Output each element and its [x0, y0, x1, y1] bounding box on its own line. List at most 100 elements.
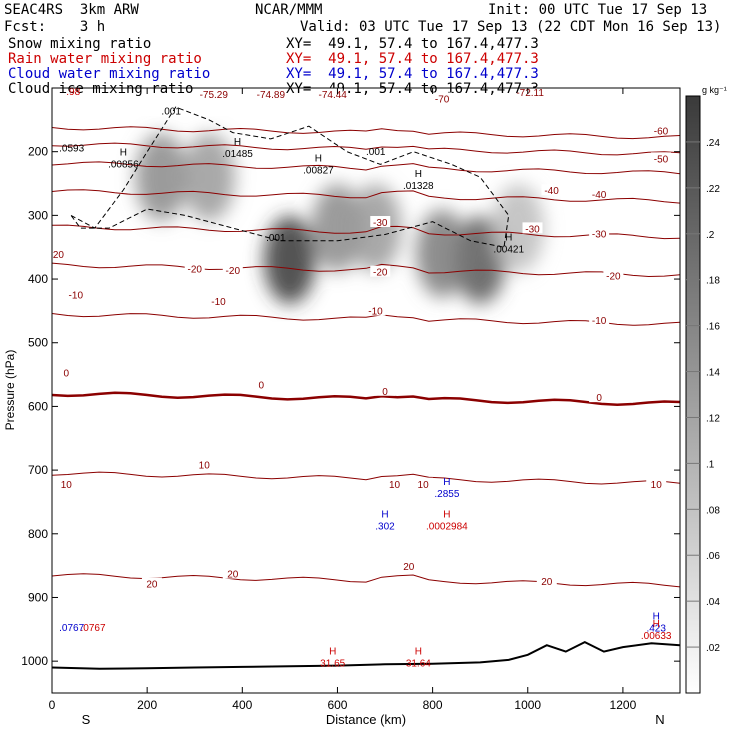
contour-label-bg: [520, 88, 541, 98]
y-tick-label: 300: [28, 208, 48, 222]
init-time: Init: 00 UTC Tue 17 Sep 13: [488, 2, 708, 18]
field-value-label: .0767: [59, 623, 84, 634]
contour-label: -60: [654, 126, 669, 137]
contour-label: 10: [651, 480, 663, 491]
extremum-value: .0002984: [426, 522, 468, 533]
contour-label: -10: [368, 307, 383, 318]
extremum-marker: H: [653, 612, 660, 623]
contour-label-bg: [589, 314, 610, 326]
contour-label: -20: [188, 265, 203, 276]
extremum-marker: H: [443, 510, 450, 521]
valid-time: Valid: 03 UTC Tue 17 Sep 13 (22 CDT Mon …: [300, 19, 722, 35]
contour-label-bg: [141, 577, 162, 589]
field-label-snow: Snow mixing ratio: [8, 36, 152, 52]
colorbar-tick-label: .06: [706, 551, 720, 562]
plot-frame: [51, 87, 681, 694]
extremum-marker: H: [653, 619, 660, 630]
x-tick-label: 200: [137, 698, 157, 712]
contour-label: 10: [389, 480, 401, 491]
x-axis-title: Distance (km): [326, 712, 406, 727]
org-label: NCAR/MMM: [255, 2, 323, 18]
contour-label-bg: [536, 575, 557, 587]
colorbar-unit: g kg⁻¹: [702, 85, 727, 95]
field-label-cloudwater: Cloud water mixing ratio: [8, 66, 211, 82]
snow-shading: [135, 133, 545, 304]
field-value-label: .001: [266, 233, 286, 244]
contour-label-bg: [384, 477, 405, 489]
contour-label-bg: [365, 304, 386, 316]
surface-pressure-line: [52, 640, 680, 670]
contour-label-bg: [589, 391, 610, 403]
contour-label-bg: [398, 559, 419, 571]
field-value-label: .001: [366, 147, 386, 158]
contour-label: 20: [146, 580, 158, 591]
extremum-value: .01485: [222, 149, 253, 160]
y-tick-label: 1000: [21, 654, 48, 668]
contour-label: -50: [654, 154, 669, 165]
temperature-contour: [52, 224, 680, 240]
contour-label: 10: [418, 480, 430, 491]
field-xy-rain: XY= 49.1, 57.4 to 167.4,477.3: [286, 51, 539, 67]
contour-label-bg: [541, 184, 562, 196]
field-xy-cloudice: XY= 49.1, 57.4 to 167.4,477.3: [286, 81, 539, 97]
contour-label-bg: [370, 265, 391, 277]
contour-label: -20: [606, 272, 621, 283]
extremum-value: .302: [375, 522, 395, 533]
x-end-label-north: N: [655, 712, 664, 727]
contour-label-bg: [322, 88, 343, 100]
contour-label-bg: [370, 216, 391, 228]
field-value-label: .0767: [81, 623, 106, 634]
extremum-marker: H: [505, 233, 512, 244]
colorbar-tick-label: .02: [706, 643, 720, 654]
contour-label: -10: [69, 291, 84, 302]
colorbar-tick-label: .14: [706, 368, 720, 379]
snow-maximum: [183, 133, 235, 222]
extremum-marker: H: [381, 510, 388, 521]
contour-label: -10: [211, 297, 226, 308]
x-tick-label: 1200: [610, 698, 637, 712]
contour-label: -20: [226, 266, 241, 277]
contour-label: 0: [596, 393, 602, 404]
contour-label: 0: [259, 380, 265, 391]
temperature-contour: [52, 391, 680, 406]
extremum-marker: H: [329, 647, 336, 658]
contour-label: 10: [61, 480, 73, 491]
x-tick-label: 1000: [514, 698, 541, 712]
contour-label: 20: [227, 570, 239, 581]
contour-label: -74.44: [319, 90, 348, 101]
contour-label: -20: [373, 268, 388, 279]
contour-label: 20: [541, 577, 553, 588]
temperature-contour: [52, 313, 680, 326]
contour-label-bg: [208, 294, 229, 306]
contour-label-bg: [646, 477, 667, 489]
contour-label: 0: [63, 368, 69, 379]
contour-label-bg: [432, 92, 453, 104]
colorbar-tick-label: .24: [706, 138, 720, 149]
contour-label: 10: [199, 461, 211, 472]
contour-label: -70: [435, 94, 450, 105]
contour-label-bg: [194, 458, 215, 470]
extremum-marker: H: [415, 169, 422, 180]
temperature-contour: [52, 262, 680, 278]
extremum-value: .00633: [641, 631, 672, 642]
contour-label-bg: [56, 366, 77, 378]
colorbar-tick-label: .2: [706, 230, 715, 241]
colorbar: [685, 95, 701, 694]
temperature-contour: [52, 471, 680, 485]
extremum-marker: H: [120, 147, 127, 158]
colorbar-tick-label: .18: [706, 276, 720, 287]
contour-label: -72.11: [516, 88, 544, 99]
contour-label: -30: [592, 229, 607, 240]
contour-label-bg: [522, 222, 543, 234]
x-tick-label: 600: [327, 698, 347, 712]
contour-label: -30: [373, 218, 388, 229]
contour-label-bg: [589, 187, 610, 199]
contour-label: -30: [525, 224, 540, 235]
extremum-value: .01328: [403, 181, 434, 192]
snow-maximum: [416, 209, 469, 298]
field-value-label: .0593: [59, 144, 84, 155]
extremum-value: 31.64: [406, 659, 431, 670]
field-value-label: .98: [66, 87, 80, 98]
extremum-marker: H: [415, 647, 422, 658]
